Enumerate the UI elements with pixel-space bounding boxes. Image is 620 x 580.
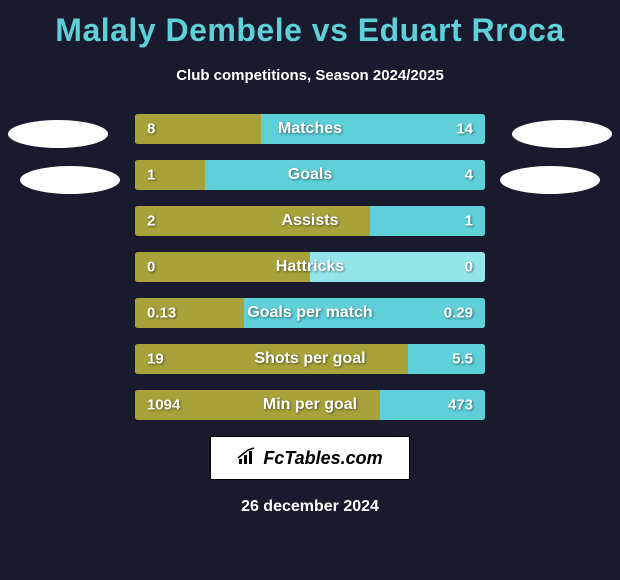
subtitle: Club competitions, Season 2024/2025 bbox=[0, 67, 620, 84]
bar-row: 19 5.5 Shots per goal bbox=[135, 344, 485, 374]
bar-label: Matches bbox=[278, 120, 342, 138]
player-avatar-right-1 bbox=[512, 120, 612, 148]
value-right: 1 bbox=[465, 213, 473, 230]
chart-icon bbox=[237, 447, 257, 470]
value-right: 0.29 bbox=[444, 305, 473, 322]
bar-fill-right bbox=[408, 344, 485, 374]
value-right: 5.5 bbox=[452, 351, 473, 368]
value-right: 473 bbox=[448, 397, 473, 414]
comparison-chart: 814Matches14Goals21Assists00Hattricks0.1… bbox=[0, 114, 620, 420]
value-left: 0.13 bbox=[147, 305, 176, 322]
bar-row: 1094 473 Min per goal bbox=[135, 390, 485, 420]
bar-row: 0.13 0.29 Goals per match bbox=[135, 298, 485, 328]
bar-label: Goals per match bbox=[247, 304, 372, 322]
bar-label: Goals bbox=[288, 166, 332, 184]
value-left: 1094 bbox=[147, 397, 180, 414]
value-left: 2 bbox=[147, 213, 155, 230]
bar-label: Shots per goal bbox=[254, 350, 365, 368]
value-left: 8 bbox=[147, 121, 155, 138]
date-text: 26 december 2024 bbox=[0, 498, 620, 516]
value-right: 0 bbox=[465, 259, 473, 276]
logo-text: FcTables.com bbox=[263, 448, 382, 469]
bar-row: 1 4 Goals bbox=[135, 160, 485, 190]
bar-fill-right bbox=[205, 160, 485, 190]
player-avatar-left-1 bbox=[8, 120, 108, 148]
bar-label: Hattricks bbox=[276, 258, 344, 276]
bar-row: 0 0 Hattricks bbox=[135, 252, 485, 282]
bar-fill-left bbox=[135, 160, 205, 190]
page-title: Malaly Dembele vs Eduart Rroca bbox=[0, 0, 620, 49]
bar-label: Assists bbox=[282, 212, 339, 230]
bars-container: 814Matches14Goals21Assists00Hattricks0.1… bbox=[135, 114, 485, 420]
value-left: 0 bbox=[147, 259, 155, 276]
logo-box[interactable]: FcTables.com bbox=[210, 436, 410, 480]
value-right: 14 bbox=[456, 121, 473, 138]
value-left: 1 bbox=[147, 167, 155, 184]
player-avatar-left-2 bbox=[20, 166, 120, 194]
player-avatar-right-2 bbox=[500, 166, 600, 194]
bar-row: 8 14 Matches bbox=[135, 114, 485, 144]
bar-label: Min per goal bbox=[263, 396, 357, 414]
value-right: 4 bbox=[465, 167, 473, 184]
bar-row: 2 1 Assists bbox=[135, 206, 485, 236]
value-left: 19 bbox=[147, 351, 164, 368]
